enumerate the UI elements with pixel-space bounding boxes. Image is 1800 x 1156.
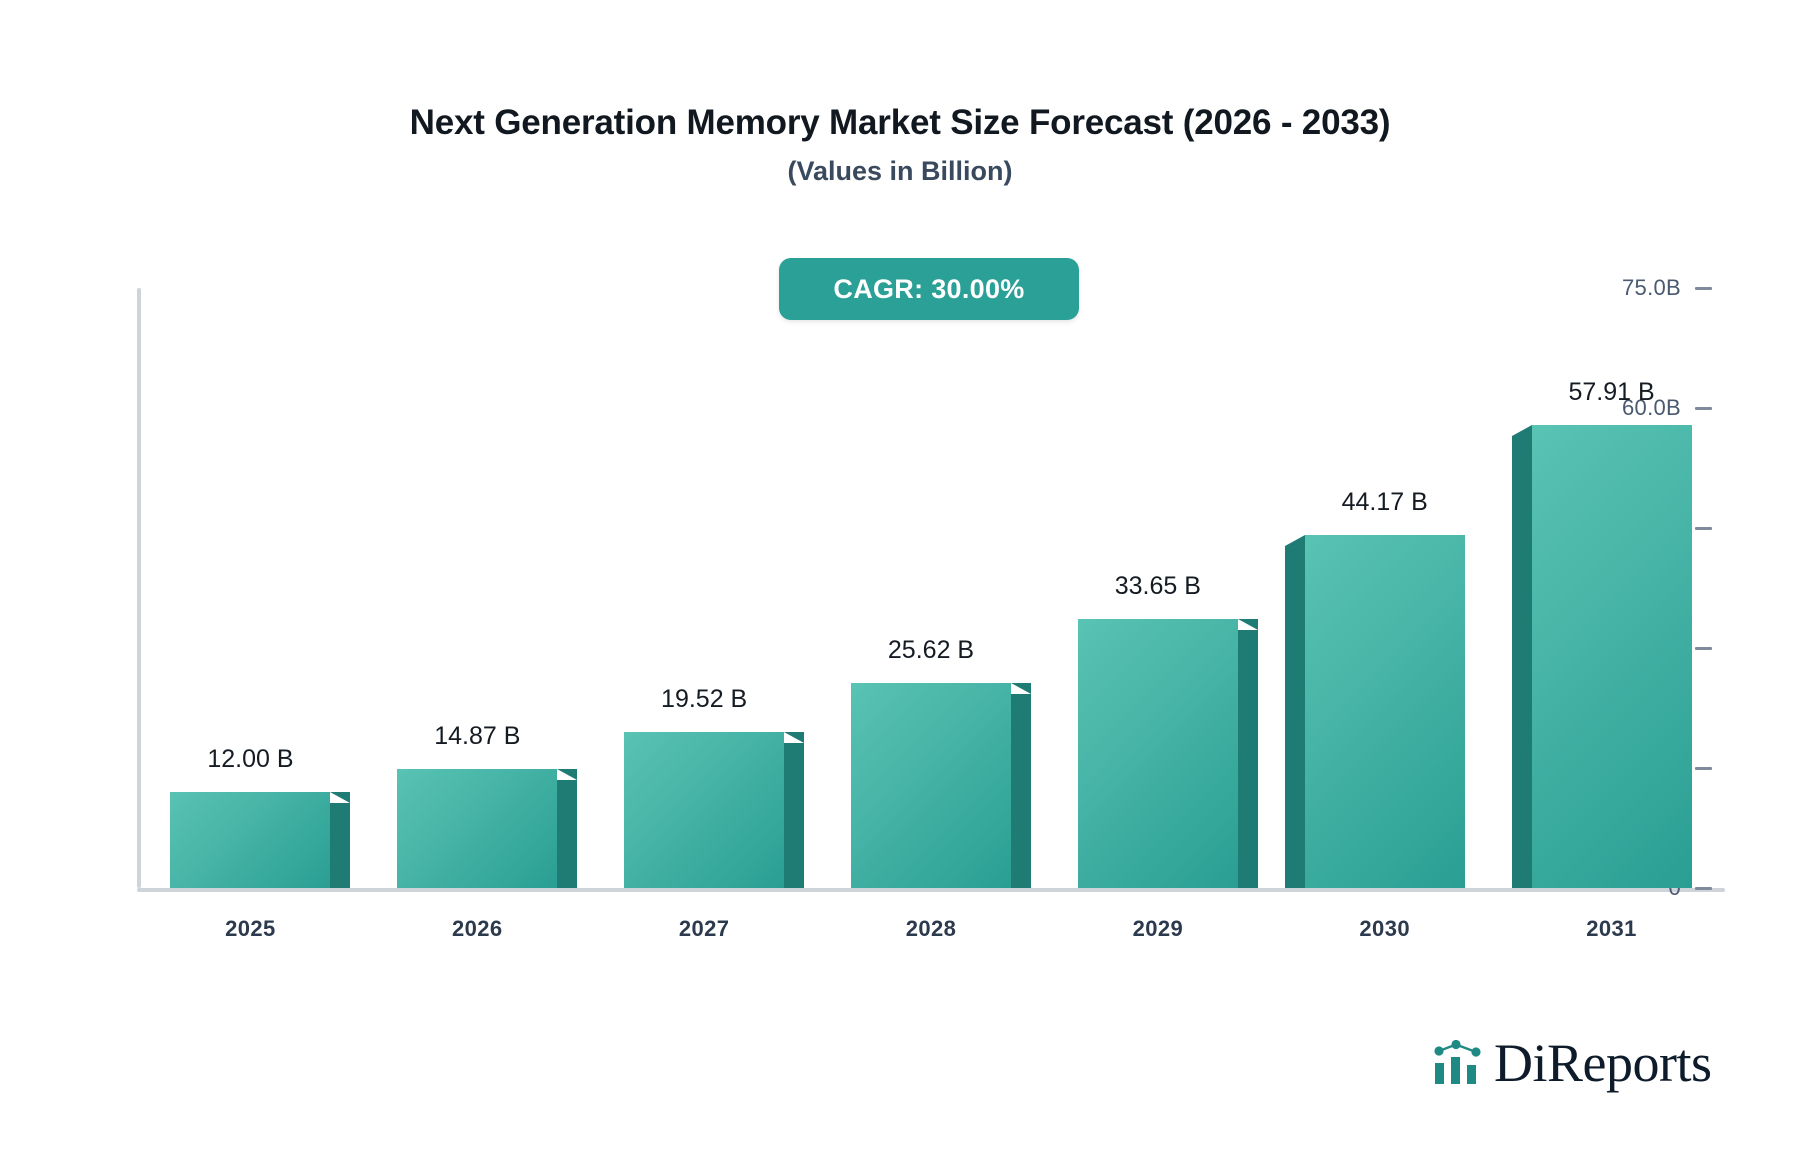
- bar-side-face: [1284, 545, 1305, 888]
- bar-side-face: [1011, 694, 1031, 888]
- bar[interactable]: [170, 792, 351, 888]
- y-axis-tick-label: 60.0B: [1622, 395, 1681, 420]
- bar-front-face: [1077, 618, 1238, 888]
- direports-logo: DiReports: [1432, 1036, 1712, 1090]
- bar-value-label: 57.91 B: [1568, 377, 1655, 406]
- bar[interactable]: [1284, 534, 1465, 888]
- bar-top-face: [1237, 618, 1258, 630]
- bar-side-face: [784, 742, 805, 888]
- x-axis-tick-label: 2031: [1586, 916, 1637, 941]
- x-axis-tick-label: 2026: [452, 916, 503, 941]
- y-axis-tick-mark: [1695, 886, 1712, 890]
- y-axis-line: [137, 288, 141, 888]
- bar-front-face: [397, 769, 558, 888]
- logo-text: DiReports: [1494, 1033, 1712, 1093]
- bar-front-face: [1304, 534, 1465, 888]
- bar[interactable]: [851, 683, 1031, 888]
- bar-value-label: 14.87 B: [434, 722, 521, 751]
- cagr-badge: CAGR: 30.00%: [779, 258, 1079, 320]
- bar-top-face: [1284, 534, 1305, 546]
- y-axis-tick-mark: [1695, 406, 1712, 410]
- bar-value-label: 33.65 B: [1114, 571, 1201, 600]
- bar-front-face: [1531, 424, 1692, 888]
- bar[interactable]: [1077, 618, 1258, 888]
- bar-front-face: [624, 731, 785, 888]
- bar[interactable]: [1511, 424, 1692, 888]
- x-axis-tick-label: 2025: [225, 916, 276, 941]
- bar-value-label: 25.62 B: [887, 636, 975, 665]
- bar-top-face: [330, 792, 351, 803]
- bar[interactable]: [624, 731, 805, 888]
- bar-top-face: [1011, 683, 1031, 695]
- page-title: Next Generation Memory Market Size Forec…: [409, 103, 1391, 142]
- y-axis-tick-label: 75.0B: [1622, 275, 1681, 300]
- bar-side-face: [330, 803, 351, 888]
- bar[interactable]: [397, 769, 578, 888]
- bar-side-face: [557, 780, 578, 888]
- x-axis-tick-label: 2029: [1132, 916, 1184, 941]
- bar-top-face: [557, 769, 578, 781]
- bar-front-face: [851, 683, 1011, 888]
- y-axis-tick-mark: [1695, 286, 1712, 290]
- x-axis-tick-label: 2028: [905, 916, 957, 941]
- bar-top-face: [1511, 424, 1532, 436]
- x-axis-tick-label: 2030: [1359, 916, 1410, 941]
- bar-value-label: 19.52 B: [661, 684, 748, 713]
- bar-top-face: [784, 731, 805, 743]
- bar-chart-logo-icon: [1434, 1040, 1481, 1084]
- bar-side-face: [1511, 435, 1532, 888]
- bar-value-label: 44.17 B: [1341, 487, 1428, 516]
- bar-side-face: [1237, 629, 1258, 888]
- y-axis-tick-mark: [1695, 646, 1712, 650]
- x-axis-tick-label: 2027: [678, 916, 730, 941]
- y-axis-tick: 75.0B: [1622, 275, 1725, 301]
- chart-subtitle: (Values in Billion): [787, 155, 1013, 186]
- y-axis-tick-mark: [1695, 526, 1712, 530]
- cagr-badge-label: CAGR: 30.00%: [833, 273, 1025, 304]
- x-axis-line: [137, 888, 1725, 892]
- y-axis-tick-mark: [1695, 766, 1712, 770]
- title-block: Next Generation Memory Market Size Forec…: [0, 103, 1800, 186]
- bar-front-face: [170, 792, 331, 888]
- bar-value-label: 12.00 B: [207, 745, 294, 773]
- y-axis-tick: 60.0B: [1622, 395, 1725, 421]
